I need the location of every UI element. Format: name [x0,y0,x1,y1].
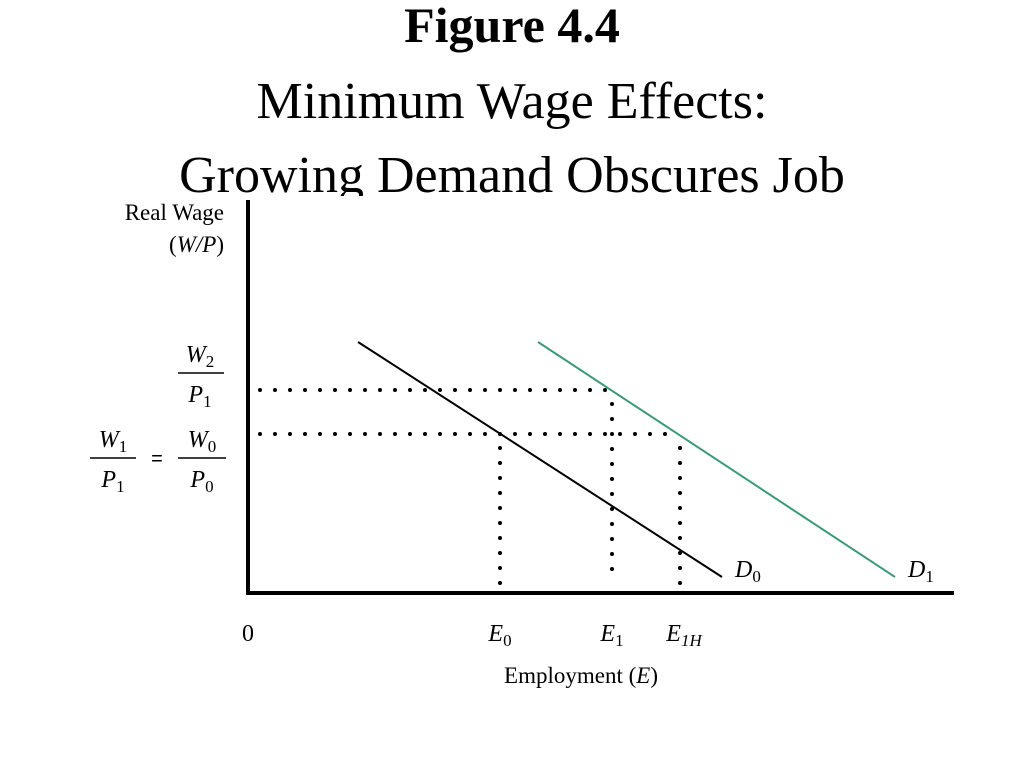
y-axis-label: Real Wage [125,200,224,225]
x-tick-label: E1 [599,621,623,650]
fraction: W2 P1 [178,342,224,411]
label-sub: 2 [206,352,215,371]
guides [258,388,682,586]
label-sub: 0 [503,631,512,650]
demand-curve [357,341,723,578]
numerator: W1 [99,427,128,456]
label-base: E [599,621,615,647]
label-sub: 0 [208,437,217,456]
label-base: D [734,557,752,583]
denominator: P0 [189,467,213,496]
label-sub: 0 [205,477,214,496]
x-tick-label: E0 [487,621,511,650]
x-tick-label: E1H [665,621,703,650]
diagram-background [0,196,1024,768]
equals-sign: = [151,448,163,470]
label-base: P [187,382,203,408]
subtitle-line: Growing Demand Obscures Job [179,147,845,204]
demand-curve [537,341,896,578]
y-axis-label: (W/P) [169,232,224,257]
label-base: P [100,467,116,493]
label-part: E [635,663,650,688]
label-sub: 1 [116,477,125,496]
label-sub: 1 [203,392,212,411]
origin-label: 0 [242,621,254,647]
paren: ) [216,232,224,257]
label-base: W [99,427,121,453]
curve-label: D0 [734,557,761,586]
label-part: Employment ( [504,663,636,688]
denominator: P1 [187,382,211,411]
label-sub: 1 [925,567,934,586]
var: W/P [177,232,217,257]
denominator: P1 [100,467,124,496]
x-axis-label: Employment (E) [504,663,658,688]
title: Figure 4.4 [404,0,620,53]
label-base: D [907,557,925,583]
label-sub: 1H [681,631,704,650]
subtitle-line: Minimum Wage Effects: [257,73,768,130]
numerator: W2 [186,342,215,371]
fraction: W1 P1 [90,427,136,496]
label-base: E [487,621,503,647]
paren: ( [169,232,177,257]
label-part: ) [650,663,658,688]
numerator: W0 [188,427,217,456]
label-base: E [665,621,681,647]
label-sub: 1 [119,437,128,456]
label-base: P [189,467,205,493]
curve-label: D1 [907,557,934,586]
fraction: W0 P0 [178,427,226,496]
label-sub: 1 [615,631,624,650]
label-base: W [186,342,208,368]
label-base: W [188,427,210,453]
label-sub: 0 [752,567,761,586]
